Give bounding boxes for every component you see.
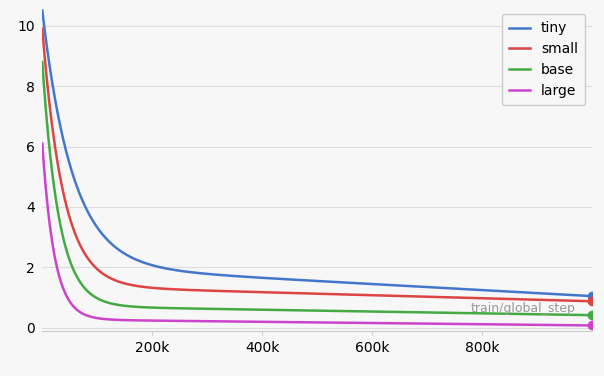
tiny <box>71 179 79 184</box>
large <box>39 141 46 146</box>
base <box>39 60 46 64</box>
Text: train/global_step: train/global_step <box>471 302 576 315</box>
small <box>588 299 596 303</box>
Line: small: small <box>42 29 592 301</box>
large <box>146 318 153 323</box>
large <box>71 306 79 311</box>
tiny <box>41 29 48 33</box>
large <box>307 320 315 324</box>
small <box>41 55 48 60</box>
tiny <box>146 262 153 267</box>
small <box>71 232 79 236</box>
small <box>146 285 153 290</box>
small <box>559 298 567 303</box>
tiny <box>62 145 69 149</box>
base <box>41 94 48 98</box>
small <box>62 198 69 202</box>
tiny <box>588 294 596 299</box>
base <box>62 243 69 247</box>
tiny <box>559 292 567 297</box>
base <box>588 313 596 317</box>
base <box>146 305 153 310</box>
small <box>307 291 315 296</box>
large <box>588 323 596 328</box>
tiny <box>39 8 46 13</box>
tiny <box>307 278 315 283</box>
base <box>559 312 567 317</box>
Legend: tiny, small, base, large: tiny, small, base, large <box>502 14 585 105</box>
Line: large: large <box>42 144 592 326</box>
base <box>307 308 315 313</box>
large <box>41 174 48 178</box>
Line: base: base <box>42 62 592 315</box>
large <box>62 291 69 295</box>
Line: tiny: tiny <box>42 11 592 296</box>
small <box>39 26 46 31</box>
base <box>71 271 79 276</box>
large <box>559 323 567 327</box>
